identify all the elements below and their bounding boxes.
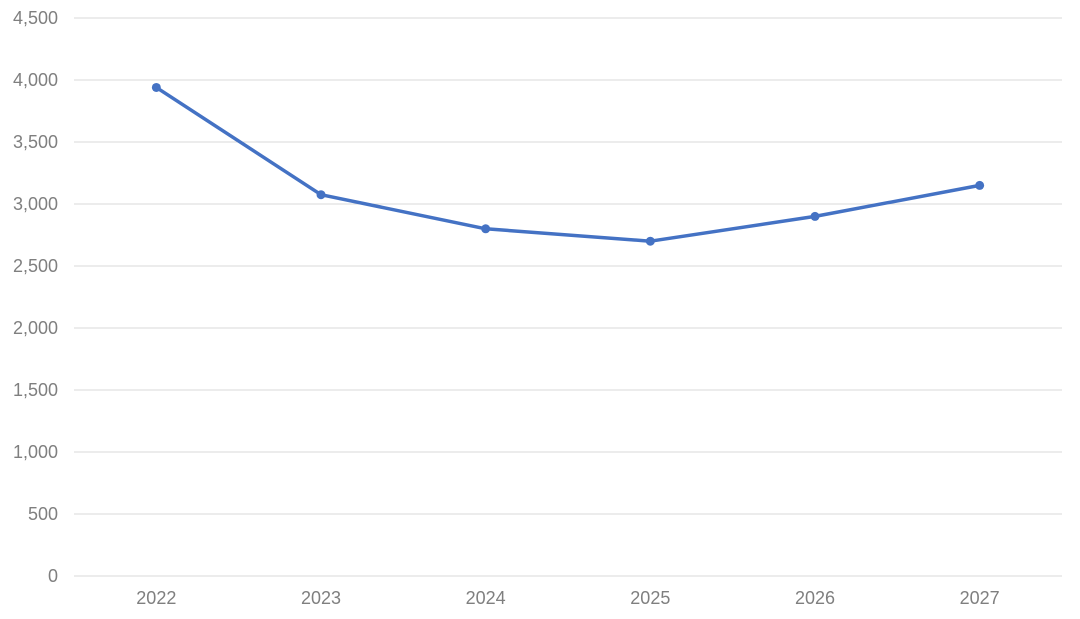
gridlines bbox=[74, 17, 1062, 515]
series-line bbox=[154, 85, 982, 243]
x-tick-label: 2027 bbox=[960, 588, 1000, 608]
x-tick-label: 2024 bbox=[466, 588, 506, 608]
y-tick-label: 4,000 bbox=[13, 70, 58, 90]
y-tick-label: 2,500 bbox=[13, 256, 58, 276]
series-layer bbox=[151, 82, 985, 246]
x-tick-label: 2026 bbox=[795, 588, 835, 608]
x-axis-tick-labels: 2022 2023 2024 2025 2026 2027 bbox=[136, 588, 999, 608]
y-tick-label: 1,000 bbox=[13, 442, 58, 462]
data-point bbox=[151, 82, 161, 92]
data-point bbox=[810, 211, 820, 221]
x-tick-label: 2022 bbox=[136, 588, 176, 608]
y-axis-tick-labels: 0 500 1,000 1,500 2,000 2,500 3,000 3,500 4,000 4… bbox=[13, 8, 58, 586]
y-tick-label: 3,000 bbox=[13, 194, 58, 214]
data-point bbox=[975, 180, 985, 190]
y-tick-label: 500 bbox=[28, 504, 58, 524]
data-point bbox=[316, 190, 326, 200]
y-tick-label: 1,500 bbox=[13, 380, 58, 400]
y-tick-label: 0 bbox=[48, 566, 58, 586]
x-tick-label: 2023 bbox=[301, 588, 341, 608]
data-point bbox=[645, 236, 655, 246]
x-tick-label: 2025 bbox=[630, 588, 670, 608]
data-point bbox=[481, 224, 491, 234]
y-tick-label: 2,000 bbox=[13, 318, 58, 338]
y-tick-label: 4,500 bbox=[13, 8, 58, 28]
y-tick-label: 3,500 bbox=[13, 132, 58, 152]
